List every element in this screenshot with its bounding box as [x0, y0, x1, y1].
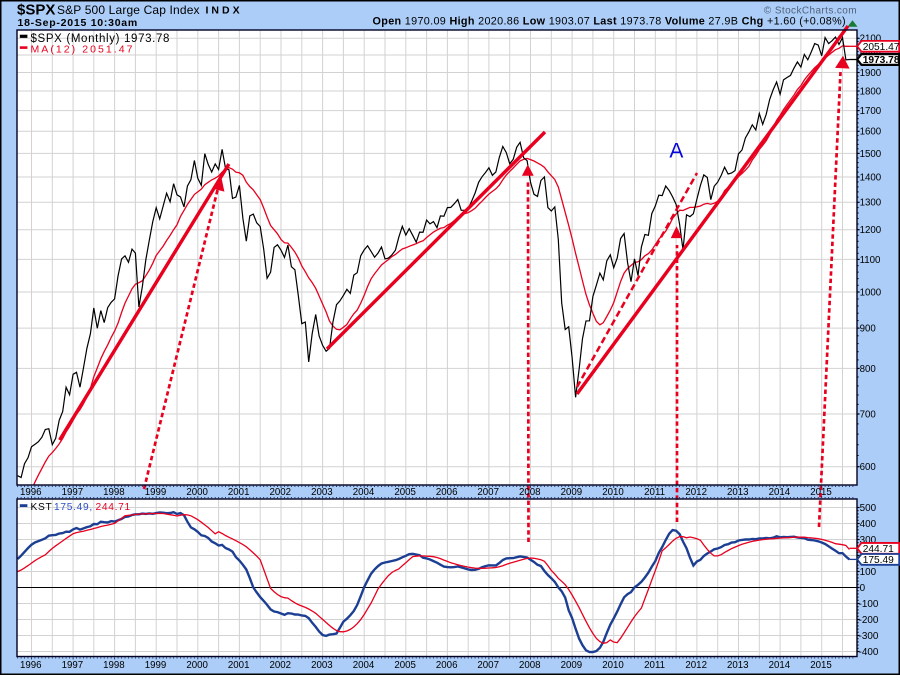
svg-text:2015: 2015 [810, 660, 832, 671]
svg-text:2000: 2000 [186, 487, 208, 498]
svg-text:1996: 1996 [20, 660, 42, 671]
svg-text:$SPX: $SPX [17, 2, 55, 19]
svg-text:2011: 2011 [644, 487, 665, 498]
svg-text:$SPX (Monthly) 1973.78: $SPX (Monthly) 1973.78 [31, 33, 171, 45]
svg-text:2010: 2010 [602, 487, 624, 498]
svg-text:2051.47: 2051.47 [863, 42, 900, 53]
svg-text:2002: 2002 [270, 487, 292, 498]
svg-text:500: 500 [860, 503, 877, 514]
svg-text:1800: 1800 [860, 86, 882, 97]
svg-text:INDX: INDX [206, 5, 243, 17]
svg-text:2005: 2005 [394, 660, 416, 671]
svg-text:2009: 2009 [561, 487, 583, 498]
svg-text:2100: 2100 [860, 34, 882, 45]
svg-text:244.71: 244.71 [863, 544, 894, 555]
svg-text:2006: 2006 [436, 487, 458, 498]
svg-text:2008: 2008 [519, 660, 541, 671]
svg-text:2009: 2009 [561, 660, 583, 671]
svg-text:2014: 2014 [769, 660, 791, 671]
svg-text:900: 900 [860, 324, 877, 335]
svg-text:2012: 2012 [685, 487, 707, 498]
svg-text:2008: 2008 [519, 487, 541, 498]
svg-text:1200: 1200 [860, 225, 882, 236]
svg-text:2003: 2003 [311, 487, 333, 498]
svg-text:1997: 1997 [62, 487, 84, 498]
svg-text:800: 800 [860, 364, 877, 375]
svg-text:S&P 500 Large Cap Index: S&P 500 Large Cap Index [57, 3, 200, 17]
svg-text:1999: 1999 [145, 487, 167, 498]
svg-text:600: 600 [860, 462, 877, 473]
svg-text:2001: 2001 [228, 487, 250, 498]
svg-text:2014: 2014 [769, 487, 791, 498]
svg-text:2010: 2010 [602, 660, 624, 671]
svg-text:1973.78: 1973.78 [863, 55, 900, 66]
svg-text:2007: 2007 [477, 660, 499, 671]
svg-text:1100: 1100 [860, 255, 881, 266]
svg-text:1999: 1999 [145, 660, 167, 671]
svg-text:175.49: 175.49 [863, 555, 894, 566]
svg-text:2013: 2013 [727, 660, 749, 671]
svg-text:A: A [669, 140, 683, 163]
svg-text:100: 100 [860, 567, 877, 578]
svg-text:2005: 2005 [394, 487, 416, 498]
svg-text:-400: -400 [859, 647, 879, 658]
svg-text:1998: 1998 [103, 660, 125, 671]
svg-text:1600: 1600 [860, 127, 882, 138]
svg-text:-100: -100 [859, 599, 879, 610]
svg-text:2004: 2004 [353, 660, 375, 671]
svg-text:2006: 2006 [436, 660, 458, 671]
svg-text:1000: 1000 [860, 287, 882, 298]
svg-text:1500: 1500 [860, 149, 882, 160]
svg-text:1998: 1998 [103, 487, 125, 498]
svg-text:1900: 1900 [860, 68, 882, 79]
svg-text:© StockCharts.com: © StockCharts.com [764, 6, 857, 17]
svg-text:300: 300 [860, 535, 877, 546]
svg-text:MA(12) 2051.47: MA(12) 2051.47 [31, 43, 135, 55]
svg-text:1300: 1300 [860, 198, 882, 209]
svg-text:700: 700 [860, 409, 877, 420]
svg-text:1996: 1996 [20, 487, 42, 498]
svg-text:2011: 2011 [644, 660, 665, 671]
svg-text:2002: 2002 [270, 660, 292, 671]
svg-text:18-Sep-2015 10:30am: 18-Sep-2015 10:30am [18, 17, 139, 29]
svg-text:1400: 1400 [860, 172, 882, 183]
svg-text:2004: 2004 [353, 487, 375, 498]
svg-text:2012: 2012 [685, 660, 707, 671]
svg-text:2013: 2013 [727, 487, 749, 498]
svg-text:Open 1970.09 High 2020.86 Lo: Open 1970.09 High 2020.86 Low 1903.07 La… [373, 16, 846, 28]
svg-text:0: 0 [860, 583, 866, 594]
svg-text:2015: 2015 [810, 487, 832, 498]
svg-text:2000: 2000 [186, 660, 208, 671]
svg-text:2001: 2001 [228, 660, 250, 671]
svg-text:1700: 1700 [860, 106, 882, 117]
svg-text:1997: 1997 [62, 660, 84, 671]
svg-text:-200: -200 [859, 615, 879, 626]
svg-text:400: 400 [860, 519, 877, 530]
svg-text:2007: 2007 [477, 487, 499, 498]
svg-text:2003: 2003 [311, 660, 333, 671]
svg-text:-300: -300 [859, 631, 879, 642]
